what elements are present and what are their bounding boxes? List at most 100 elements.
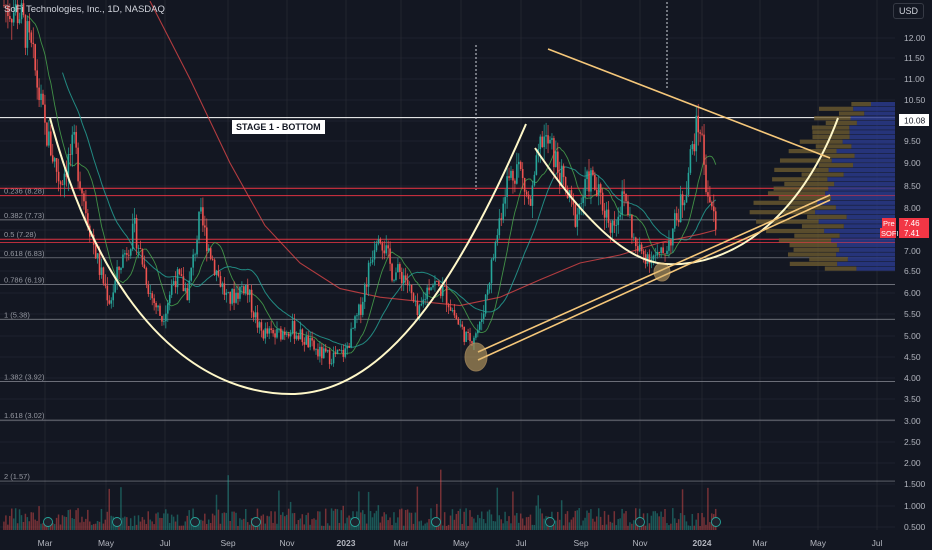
volume-bar bbox=[26, 517, 29, 530]
earnings-marker bbox=[112, 517, 122, 527]
volume-profile bbox=[749, 102, 895, 271]
volume-bar bbox=[570, 519, 573, 530]
candle-body bbox=[336, 349, 339, 355]
candle-body bbox=[194, 254, 196, 256]
volume-bar bbox=[24, 513, 27, 530]
volume-profile-bar bbox=[849, 130, 895, 135]
volume-bar bbox=[512, 491, 514, 530]
volume-bar bbox=[159, 517, 161, 530]
candle-body bbox=[592, 170, 594, 175]
volume-bar bbox=[664, 508, 666, 530]
candle-body bbox=[207, 248, 210, 252]
candle-body bbox=[176, 269, 179, 288]
price-tick-label: 2.50 bbox=[904, 437, 921, 447]
volume-profile-bar bbox=[850, 116, 895, 121]
volume-bars bbox=[3, 469, 717, 530]
volume-bar bbox=[243, 518, 245, 530]
price-axis[interactable]: 12.0011.5011.0010.5010.009.509.008.508.0… bbox=[880, 0, 932, 535]
volume-bar bbox=[490, 514, 493, 530]
chart-title: SoFi Technologies, Inc., 1D, NASDAQ bbox=[4, 4, 165, 15]
candle-body bbox=[486, 289, 489, 295]
candle-body bbox=[369, 262, 372, 264]
candle-body bbox=[34, 44, 36, 71]
volume-profile-bar bbox=[836, 252, 895, 257]
volume-bar bbox=[285, 514, 288, 530]
time-axis[interactable]: Mar May Jul Sep Nov 2023 Mar May Jul Sep Nov 2024 Ma… bbox=[0, 535, 932, 550]
volume-bar bbox=[221, 513, 224, 530]
volume-bar bbox=[469, 510, 471, 530]
price-tick-label: 11.00 bbox=[904, 74, 925, 84]
volume-bar bbox=[182, 525, 185, 530]
chart-grid bbox=[0, 0, 895, 530]
candle-body bbox=[685, 194, 688, 203]
volume-bar bbox=[233, 511, 235, 530]
candle-body bbox=[695, 115, 698, 152]
volume-bar bbox=[428, 519, 430, 530]
candle-body bbox=[543, 136, 545, 148]
currency-button[interactable]: USD bbox=[892, 3, 924, 19]
volume-bar bbox=[79, 522, 81, 530]
volume-bar bbox=[258, 525, 261, 530]
candle-body bbox=[391, 263, 393, 281]
volume-profile-bar bbox=[853, 106, 895, 111]
volume-bar bbox=[519, 513, 522, 530]
candle-body bbox=[642, 251, 645, 255]
candle-body bbox=[40, 93, 42, 101]
candle-body bbox=[599, 184, 602, 193]
volume-profile-bar bbox=[831, 238, 895, 243]
candle-body bbox=[317, 349, 319, 357]
candle-body bbox=[188, 280, 191, 301]
volume-bar bbox=[34, 519, 36, 530]
candle-body bbox=[104, 283, 107, 286]
volume-bar bbox=[206, 523, 208, 530]
candle-body bbox=[151, 293, 153, 299]
volume-bar bbox=[471, 516, 473, 530]
volume-profile-bar bbox=[851, 102, 871, 107]
volume-bar bbox=[459, 508, 461, 530]
volume-bar bbox=[317, 511, 319, 530]
volume-bar bbox=[387, 520, 389, 530]
volume-profile-bar bbox=[831, 196, 895, 201]
price-tick-label: 5.50 bbox=[904, 309, 921, 319]
volume-bar bbox=[30, 512, 32, 530]
volume-bar bbox=[307, 512, 309, 530]
volume-bar bbox=[416, 486, 419, 530]
volume-bar bbox=[65, 517, 68, 530]
volume-bar bbox=[502, 523, 504, 530]
volume-bar bbox=[473, 518, 475, 530]
candle-body bbox=[126, 253, 128, 255]
candle-body bbox=[9, 16, 11, 20]
candle-body bbox=[204, 225, 206, 228]
volume-bar bbox=[697, 513, 699, 530]
volume-bar bbox=[235, 512, 237, 530]
volume-bar bbox=[615, 525, 617, 530]
candle-body bbox=[677, 220, 680, 223]
volume-profile-bar bbox=[828, 186, 895, 191]
candle-body bbox=[118, 266, 120, 271]
chart-drawings bbox=[43, 48, 839, 527]
volume-bar bbox=[369, 511, 372, 530]
stage-label: STAGE 1 - BOTTOM bbox=[232, 120, 325, 134]
volume-profile-bar bbox=[807, 214, 847, 219]
volume-bar bbox=[391, 525, 393, 530]
candle-body bbox=[309, 338, 311, 348]
volume-bar bbox=[480, 511, 483, 530]
candle-body bbox=[674, 213, 676, 229]
volume-profile-bar bbox=[794, 233, 840, 238]
volume-bar bbox=[580, 525, 582, 530]
earnings-marker bbox=[43, 517, 53, 527]
candle-body bbox=[289, 333, 292, 337]
volume-bar bbox=[217, 509, 220, 530]
volume-bar bbox=[14, 508, 17, 530]
candle-body bbox=[180, 274, 183, 277]
candle-body bbox=[539, 136, 542, 150]
price-tick-label: 4.00 bbox=[904, 373, 921, 383]
candle-body bbox=[272, 330, 274, 334]
candle-body bbox=[453, 310, 456, 316]
volume-bar bbox=[410, 512, 413, 530]
volume-profile-bar bbox=[818, 163, 854, 168]
volume-bar bbox=[328, 525, 331, 530]
volume-bar bbox=[137, 515, 140, 530]
candle-body bbox=[494, 241, 497, 258]
